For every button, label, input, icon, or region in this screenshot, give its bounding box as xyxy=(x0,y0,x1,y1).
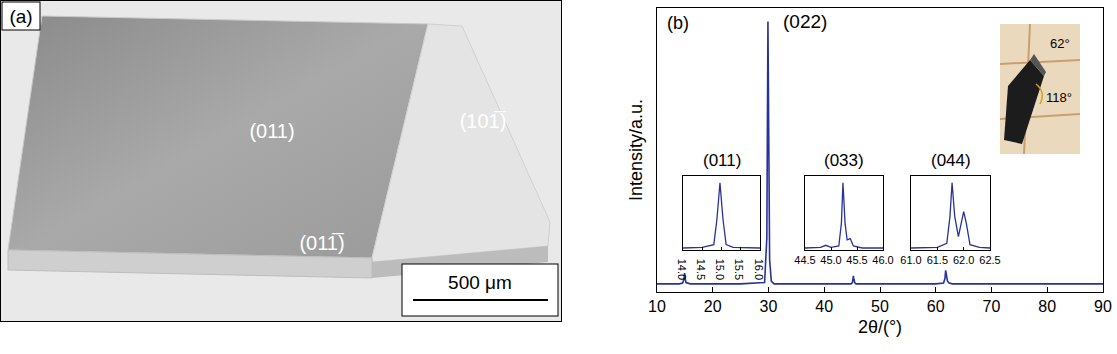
svg-text:61.5: 61.5 xyxy=(927,254,948,266)
svg-text:40: 40 xyxy=(815,298,833,315)
svg-text:62°: 62° xyxy=(1050,36,1070,51)
svg-text:500 μm: 500 μm xyxy=(448,272,512,293)
svg-text:46.0: 46.0 xyxy=(872,254,893,266)
svg-text:90: 90 xyxy=(1094,298,1112,315)
svg-text:(101̅): (101̅) xyxy=(460,110,507,132)
svg-text:62.0: 62.0 xyxy=(953,254,974,266)
svg-text:(044): (044) xyxy=(931,151,971,170)
svg-text:14.5: 14.5 xyxy=(695,259,707,280)
svg-text:(022): (022) xyxy=(783,11,827,32)
svg-text:(a): (a) xyxy=(9,6,32,27)
svg-text:20: 20 xyxy=(704,298,722,315)
svg-text:10: 10 xyxy=(648,298,666,315)
svg-text:45.5: 45.5 xyxy=(846,254,867,266)
svg-text:(011): (011) xyxy=(703,151,741,170)
svg-text:61.0: 61.0 xyxy=(900,254,921,266)
svg-text:(b): (b) xyxy=(667,13,689,33)
svg-text:80: 80 xyxy=(1038,298,1056,315)
svg-text:118°: 118° xyxy=(1046,90,1072,105)
svg-text:30: 30 xyxy=(760,298,778,315)
svg-text:15.0: 15.0 xyxy=(714,259,726,280)
svg-text:14.0: 14.0 xyxy=(676,259,688,280)
svg-text:(011): (011) xyxy=(249,120,294,142)
svg-text:2θ/(°): 2θ/(°) xyxy=(858,317,902,337)
svg-text:50: 50 xyxy=(871,298,889,315)
svg-text:16.0: 16.0 xyxy=(753,259,765,280)
svg-text:Intensity/a.u.: Intensity/a.u. xyxy=(626,99,646,201)
svg-text:15.5: 15.5 xyxy=(733,259,745,280)
svg-text:(011̅): (011̅) xyxy=(299,232,344,254)
svg-text:(033): (033) xyxy=(824,151,864,170)
svg-text:44.5: 44.5 xyxy=(794,254,815,266)
svg-text:60: 60 xyxy=(927,298,945,315)
svg-text:70: 70 xyxy=(983,298,1001,315)
svg-text:62.5: 62.5 xyxy=(979,254,1000,266)
svg-text:45.0: 45.0 xyxy=(820,254,841,266)
